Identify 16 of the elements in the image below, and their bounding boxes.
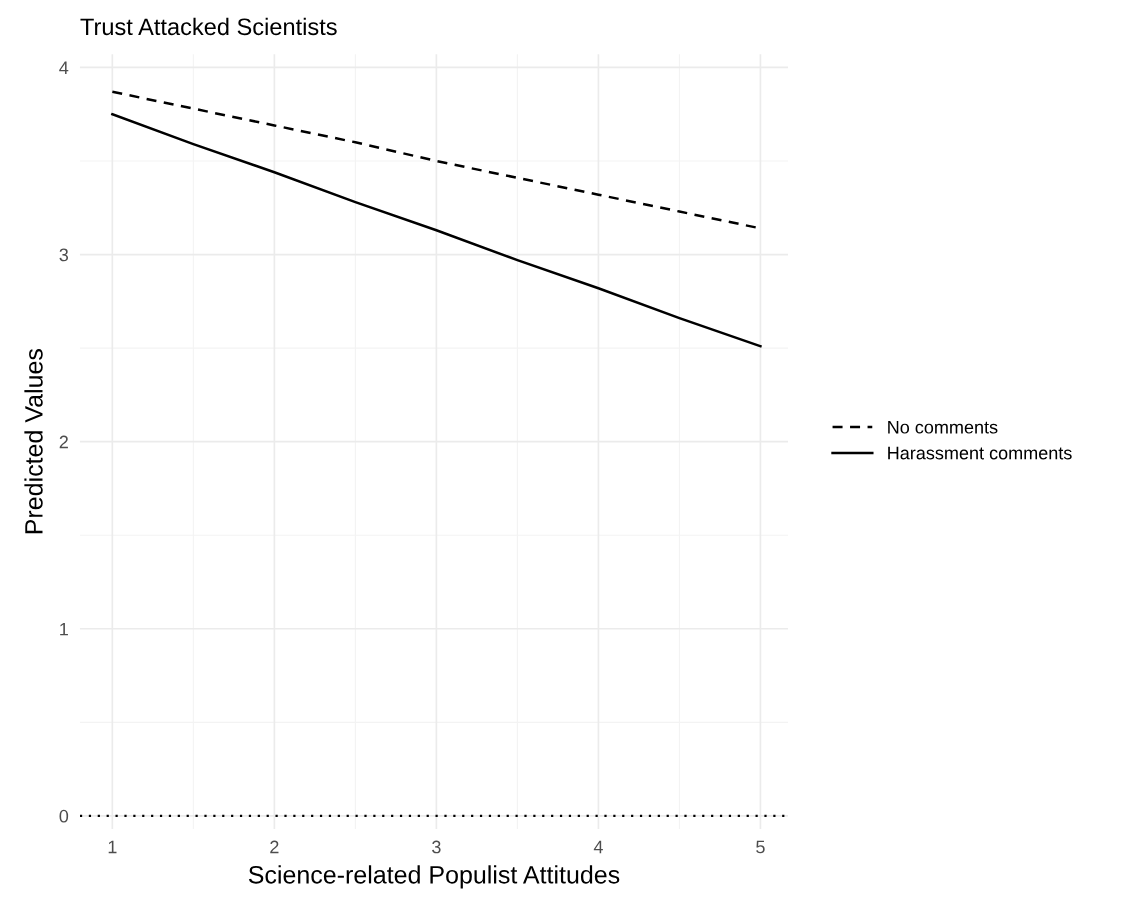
y-tick-label: 0 [59,809,69,823]
x-axis-title: Science-related Populist Attitudes [248,865,620,889]
y-tick-label: 1 [60,622,68,636]
legend-label: No comments [888,420,998,434]
y-tick-label: 2 [59,435,68,449]
x-tick-label: 2 [270,840,279,854]
x-tick-label: 1 [108,840,117,854]
y-tick-label: 4 [59,61,69,74]
line-series [111,112,762,348]
x-tick-label: 3 [432,840,441,854]
y-tick-label: 3 [59,248,69,262]
x-tick-label: 5 [756,840,765,854]
y-axis-title: Predicted Values [24,348,43,534]
x-tick-label: 4 [593,840,603,854]
chart-title: Trust Attacked Scientists [80,17,337,36]
legend-label: Harassment comments [888,446,1072,460]
